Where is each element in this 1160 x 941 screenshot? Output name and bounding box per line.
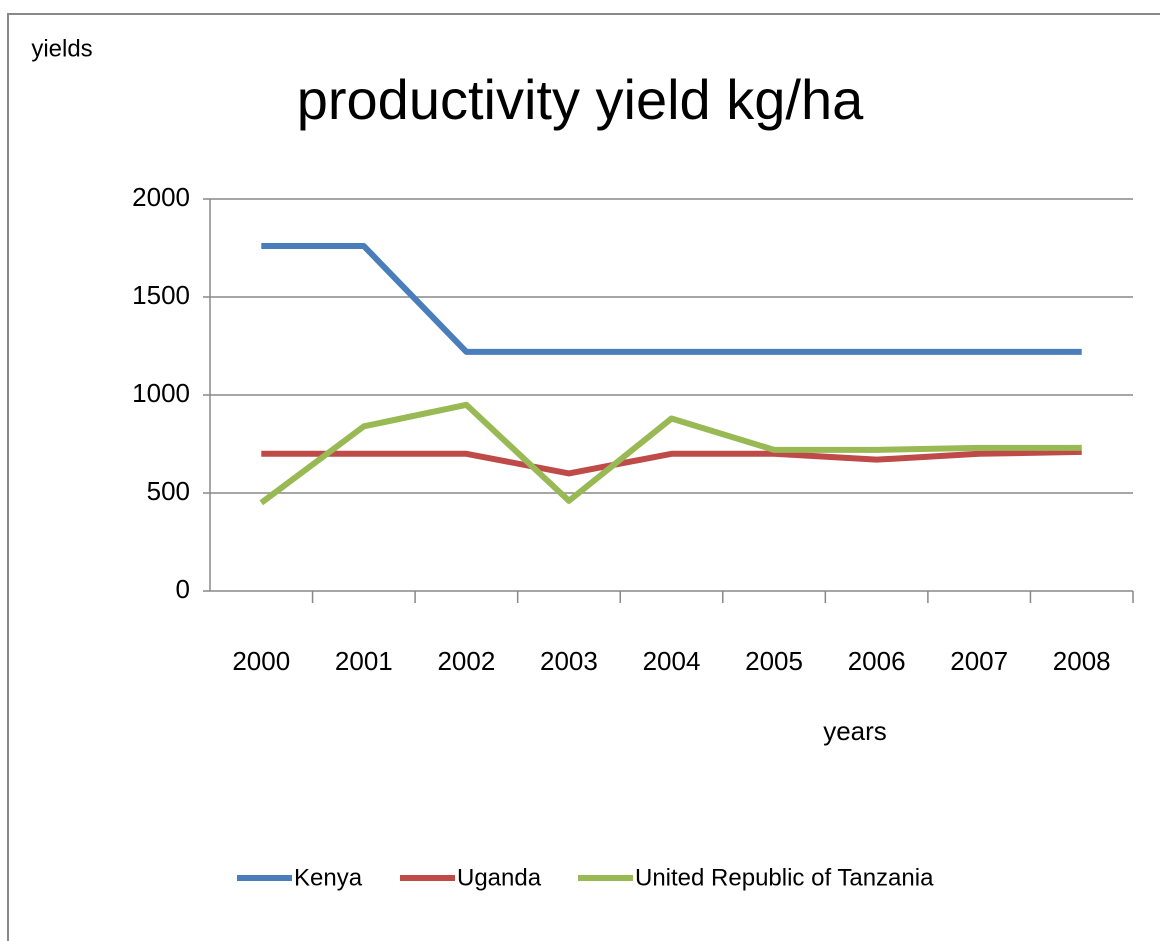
legend-label: United Republic of Tanzania [635, 864, 934, 891]
x-tick-label: 2001 [335, 646, 393, 676]
x-tick-label: 2007 [950, 646, 1008, 676]
x-tick-label: 2004 [643, 646, 701, 676]
x-tick-label: 2008 [1053, 646, 1111, 676]
y-tick-label: 2000 [132, 182, 190, 212]
y-tick-label: 1000 [132, 378, 190, 408]
x-tick-label: 2003 [540, 646, 598, 676]
y-tick-label: 0 [176, 574, 190, 604]
x-tick-label: 2000 [232, 646, 290, 676]
chart-title: productivity yield kg/ha [297, 68, 864, 131]
y-axis-label: yields [31, 35, 92, 62]
y-tick-label: 1500 [132, 280, 190, 310]
series-line [261, 448, 1082, 477]
x-tick-label: 2002 [437, 646, 495, 676]
series-line [259, 401, 1082, 506]
legend-label: Uganda [457, 864, 542, 891]
x-tick-label: 2006 [848, 646, 906, 676]
legend-label: Kenya [294, 864, 363, 891]
y-tick-label: 500 [147, 476, 190, 506]
x-tick-label: 2005 [745, 646, 803, 676]
series-line [261, 243, 1082, 355]
x-axis-label: years [823, 716, 887, 746]
chart-frame [7, 13, 1160, 941]
